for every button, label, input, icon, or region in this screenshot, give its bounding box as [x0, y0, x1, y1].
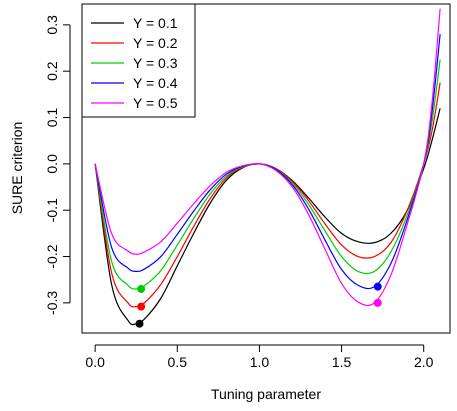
legend: Y = 0.1 Y = 0.2 Y = 0.3 Y = 0.4 Y = 0.5: [81, 3, 196, 118]
x-tick-label: 2.0: [414, 354, 434, 370]
y-tick-label: -0.1: [44, 198, 60, 222]
minimum-point-3: [137, 284, 146, 293]
y-axis-title: SURE criterion: [9, 122, 25, 215]
y-tick-label: 0.3: [44, 15, 60, 35]
y-tick-label: -0.3: [44, 291, 60, 315]
x-axis-title: Tuning parameter: [211, 386, 321, 402]
minimum-markers: [135, 282, 382, 328]
legend-label-4: Y = 0.4: [133, 75, 178, 91]
minimum-point-1: [135, 319, 144, 328]
legend-label-5: Y = 0.5: [133, 95, 178, 111]
x-tick-label: 1.5: [332, 354, 352, 370]
y-tick-label: 0.0: [44, 154, 60, 174]
y-tick-label: 0.2: [44, 61, 60, 81]
series-line-1: [94, 108, 441, 326]
legend-label-3: Y = 0.3: [133, 55, 178, 71]
x-tick-label: 0.5: [168, 354, 188, 370]
plot-area-border: [81, 3, 451, 334]
minimum-point-5: [373, 298, 382, 307]
x-axis: 0.0 0.5 1.0 1.5 2.0: [85, 344, 434, 370]
minimum-point-4: [373, 282, 382, 291]
y-axis: -0.3 -0.2 -0.1 0.0 0.1 0.2 0.3: [44, 15, 71, 315]
series-line-5: [94, 8, 441, 307]
legend-label-1: Y = 0.1: [133, 15, 178, 31]
legend-label-2: Y = 0.2: [133, 35, 178, 51]
x-tick-label: 0.0: [85, 354, 105, 370]
x-tick-label: 1.0: [250, 354, 270, 370]
y-tick-label: 0.1: [44, 108, 60, 128]
y-tick-label: -0.2: [44, 244, 60, 268]
minimum-point-2: [137, 302, 146, 311]
